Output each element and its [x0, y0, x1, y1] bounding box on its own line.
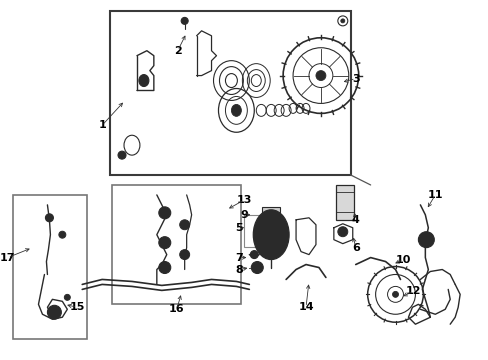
Circle shape	[48, 216, 51, 219]
Bar	[112, 185, 241, 304]
Text: 2: 2	[173, 46, 181, 56]
Ellipse shape	[231, 104, 241, 116]
Circle shape	[254, 265, 259, 270]
Circle shape	[162, 265, 167, 270]
Circle shape	[423, 237, 428, 243]
Text: 13: 13	[236, 195, 251, 205]
Circle shape	[45, 214, 53, 222]
Text: 3: 3	[351, 73, 359, 84]
Circle shape	[337, 227, 347, 237]
Circle shape	[47, 305, 61, 319]
Circle shape	[250, 251, 258, 258]
Text: 14: 14	[298, 302, 313, 312]
Ellipse shape	[139, 75, 148, 86]
Text: 10: 10	[395, 255, 410, 265]
Circle shape	[159, 207, 170, 219]
Text: 9: 9	[240, 210, 248, 220]
Bar	[13, 195, 87, 339]
Text: 4: 4	[351, 215, 359, 225]
Text: 12: 12	[405, 287, 420, 296]
Circle shape	[340, 19, 344, 23]
Text: 11: 11	[427, 190, 442, 200]
Circle shape	[251, 262, 263, 274]
Circle shape	[162, 240, 167, 245]
Circle shape	[159, 237, 170, 249]
Bar	[110, 11, 350, 175]
Circle shape	[418, 232, 433, 248]
Text: 1: 1	[98, 120, 106, 130]
Bar	[244, 215, 265, 247]
Circle shape	[51, 309, 57, 315]
Text: 16: 16	[168, 304, 184, 314]
Text: 6: 6	[351, 243, 359, 253]
Circle shape	[315, 71, 325, 81]
Bar	[262, 207, 280, 219]
Text: 5: 5	[235, 223, 243, 233]
Ellipse shape	[253, 210, 288, 260]
Text: 15: 15	[69, 302, 85, 312]
Circle shape	[64, 294, 70, 300]
Circle shape	[179, 220, 189, 230]
Circle shape	[159, 262, 170, 274]
Circle shape	[162, 210, 167, 215]
Circle shape	[118, 151, 126, 159]
Circle shape	[181, 17, 188, 24]
Circle shape	[392, 291, 398, 297]
Circle shape	[252, 253, 255, 256]
Text: 7: 7	[235, 253, 243, 262]
Circle shape	[179, 249, 189, 260]
Bar	[335, 185, 353, 220]
Circle shape	[59, 231, 66, 238]
Text: 17: 17	[0, 253, 15, 262]
Text: 8: 8	[235, 265, 243, 275]
